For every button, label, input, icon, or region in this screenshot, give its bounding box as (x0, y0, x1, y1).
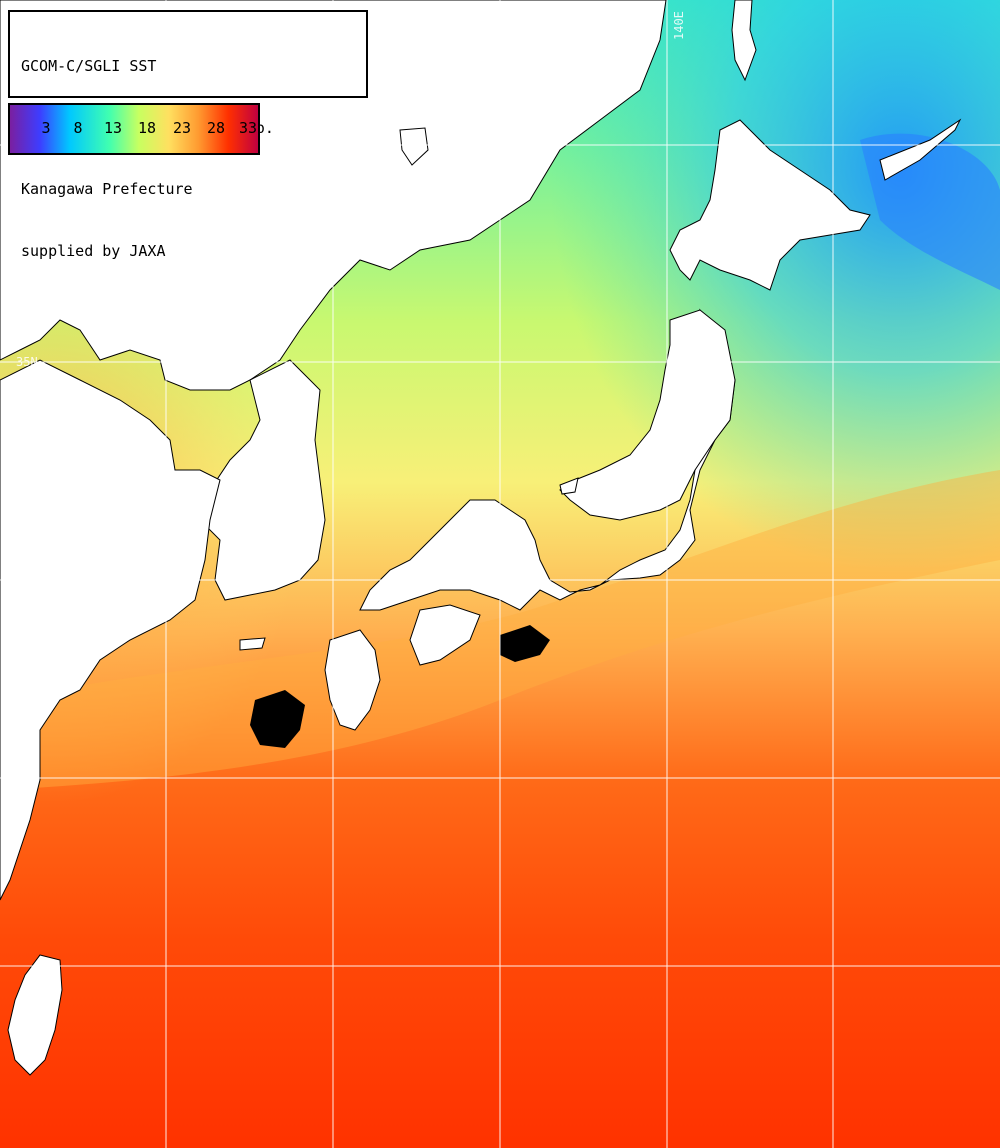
taiwan (7, 954, 63, 1076)
sakhalin-island (731, 0, 757, 82)
hokkaido (669, 119, 871, 291)
no-data-patches (250, 625, 550, 748)
title-box: GCOM-C/SGLI SST ~2025/06/16 (UTC) Week C… (8, 10, 368, 260)
title-credit: supplied by JAXA (21, 241, 166, 260)
sado-island (559, 477, 579, 495)
title-region: Kanagawa Prefecture (21, 180, 193, 198)
lon-label-140e: 140E (672, 11, 686, 40)
oki-island (399, 127, 429, 166)
legend-tick-28: 28 (206, 119, 226, 137)
kuril-islands (879, 118, 962, 181)
legend-tick-13: 13 (103, 119, 123, 137)
shikoku (409, 604, 481, 666)
cloud-patch-kii (500, 625, 550, 662)
cloud-patch-west (250, 690, 305, 748)
legend-tick-3: 3 (41, 119, 51, 137)
legend-tick-8: 8 (73, 119, 83, 137)
legend-tick-18: 18 (137, 119, 157, 137)
lat-label-35n: 35N (16, 355, 38, 369)
legend-tick-23: 23 (172, 119, 192, 137)
title-product: GCOM-C/SGLI SST (21, 57, 157, 75)
china-coast (0, 359, 221, 901)
legend-tick-33: 33 (238, 119, 258, 137)
color-scale-legend: 3 8 13 18 23 28 33 (8, 103, 260, 155)
jeju-island (239, 637, 266, 651)
kyushu (324, 629, 381, 731)
korean-peninsula (199, 359, 326, 601)
